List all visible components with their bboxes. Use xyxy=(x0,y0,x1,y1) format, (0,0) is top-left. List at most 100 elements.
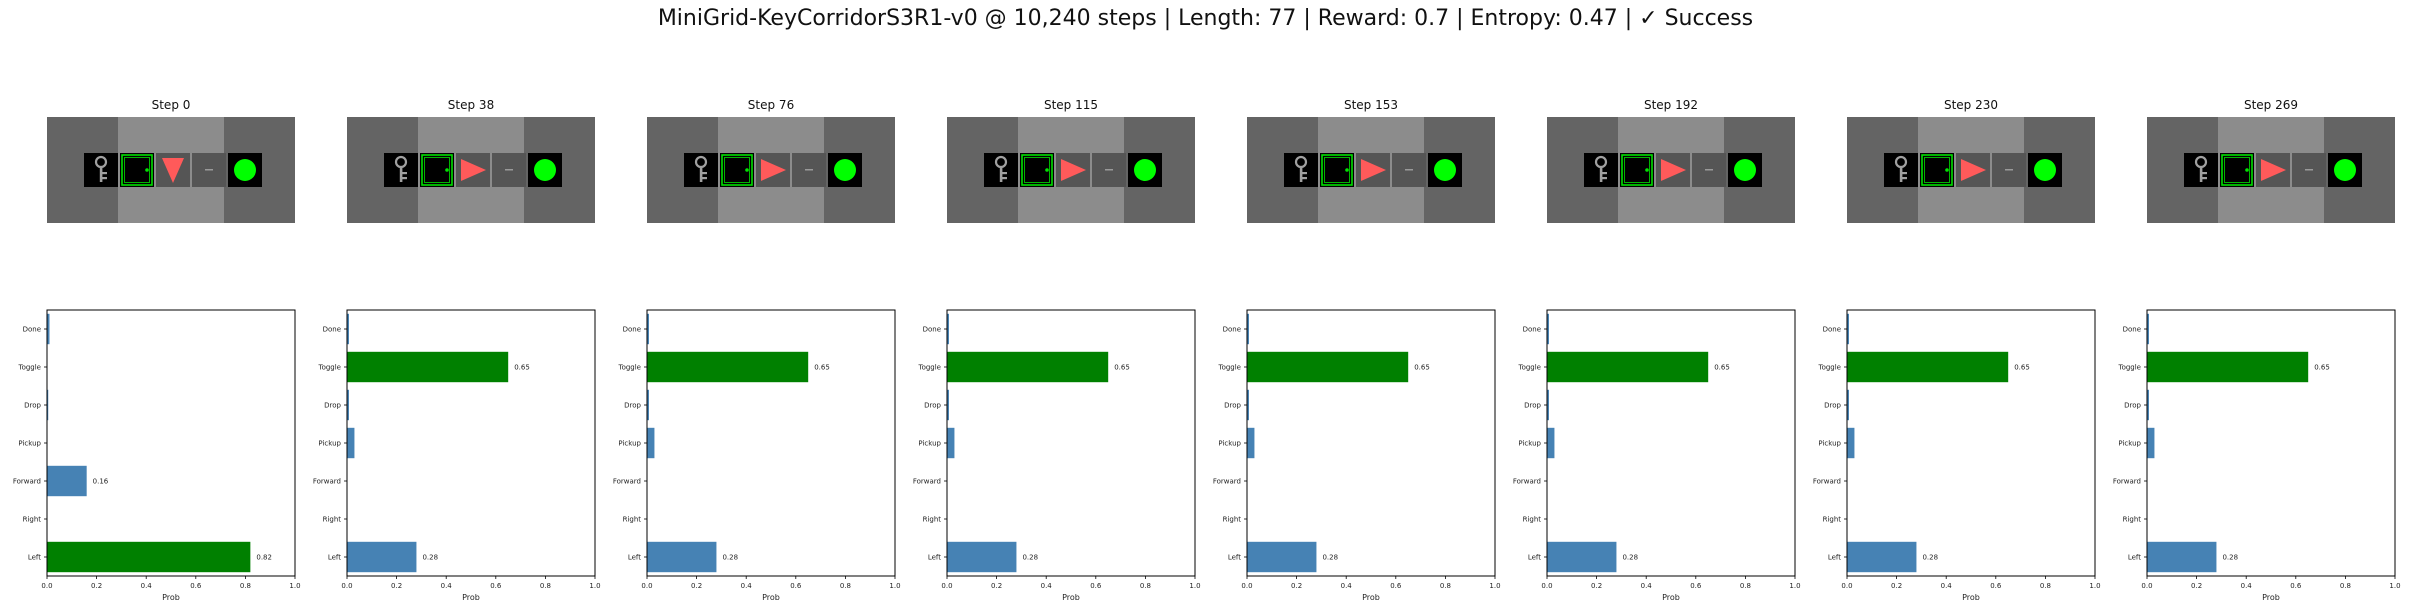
key-tooth xyxy=(402,172,407,175)
ball-circle xyxy=(1734,159,1756,181)
floor-mark xyxy=(505,169,513,171)
x-tick-label: 1.0 xyxy=(289,582,300,590)
axes-frame xyxy=(46,309,296,577)
bar-done xyxy=(1847,313,1849,345)
action-prob-chart: Left 0.28 Right Forward Pickup Drop Toggle 0.65… xyxy=(1513,309,1801,602)
key-tooth xyxy=(2202,172,2207,175)
axes-frame xyxy=(1246,309,1496,577)
y-tick-label: Toggle xyxy=(1817,364,1841,372)
step-title: Step 76 xyxy=(747,98,795,112)
key-shaft xyxy=(999,166,1003,182)
key-shaft xyxy=(1599,166,1603,182)
y-tick-label: Done xyxy=(623,326,641,334)
y-tick-label: Drop xyxy=(2124,402,2141,410)
x-tick-label: 0.0 xyxy=(341,582,352,590)
door-outline xyxy=(121,154,153,186)
x-tick-label: 0.4 xyxy=(1341,582,1353,590)
key-tooth xyxy=(102,172,107,175)
agent-triangle xyxy=(761,159,786,181)
door-outline xyxy=(1621,154,1653,186)
door-handle xyxy=(445,168,449,172)
bar-drop xyxy=(1247,389,1249,421)
y-tick-label: Left xyxy=(1228,554,1241,562)
floor-mark xyxy=(1705,169,1713,171)
door-inner xyxy=(1624,157,1650,183)
y-tick-label: Left xyxy=(928,554,941,562)
y-tick-label: Right xyxy=(1223,516,1242,524)
value-label: 0.28 xyxy=(1622,554,1638,562)
floor-mark xyxy=(2305,169,2313,171)
door-handle xyxy=(1945,168,1949,172)
axes-frame xyxy=(2146,309,2396,577)
ball-circle xyxy=(2034,159,2056,181)
x-axis-label: Prob xyxy=(1662,593,1680,602)
y-tick-label: Forward xyxy=(1513,478,1541,486)
y-tick-label: Pickup xyxy=(2118,440,2141,448)
action-prob-chart: Left 0.28 Right Forward Pickup Drop Toggle 0.65… xyxy=(613,309,901,602)
bar-drop xyxy=(347,389,349,421)
y-tick-label: Right xyxy=(1523,516,1542,524)
y-tick-label: Toggle xyxy=(317,364,341,372)
key-shaft xyxy=(99,166,103,182)
env-frame xyxy=(647,117,895,223)
figure-title: MiniGrid-KeyCorridorS3R1-v0 @ 10,240 ste… xyxy=(657,6,1754,31)
x-tick-label: 0.4 xyxy=(441,582,453,590)
env-frame xyxy=(47,117,295,223)
door-handle xyxy=(1345,168,1349,172)
bar-drop xyxy=(1547,389,1549,421)
ball-icon xyxy=(1728,153,1762,187)
bar-pickup xyxy=(1547,427,1555,459)
door-icon xyxy=(420,153,454,187)
door-handle xyxy=(145,168,149,172)
x-tick-label: 1.0 xyxy=(889,582,900,590)
value-label: 0.65 xyxy=(2314,364,2330,372)
empty-cell xyxy=(792,153,826,187)
y-tick-label: Right xyxy=(623,516,642,524)
x-tick-label: 0.2 xyxy=(691,582,702,590)
value-label: 0.28 xyxy=(722,554,738,562)
empty-cell xyxy=(1992,153,2026,187)
floor-mark xyxy=(2005,169,2013,171)
grid-cell xyxy=(1620,153,1654,187)
x-tick-label: 0.6 xyxy=(490,582,502,590)
y-tick-label: Pickup xyxy=(318,440,341,448)
key-icon xyxy=(1884,153,1918,187)
agent-icon xyxy=(1056,153,1090,187)
key-icon xyxy=(384,153,418,187)
step-title: Step 230 xyxy=(1943,98,1999,112)
bar-done xyxy=(1547,313,1549,345)
x-tick-label: 0.4 xyxy=(2241,582,2253,590)
x-tick-label: 0.0 xyxy=(2141,582,2152,590)
ball-icon xyxy=(2028,153,2062,187)
door-icon xyxy=(720,153,754,187)
bar-done xyxy=(947,313,949,345)
x-tick-label: 0.0 xyxy=(41,582,52,590)
y-tick-label: Toggle xyxy=(1517,364,1541,372)
empty-cell xyxy=(1092,153,1126,187)
agent-icon xyxy=(1956,153,1990,187)
value-label: 0.65 xyxy=(2014,364,2030,372)
key-icon xyxy=(1584,153,1618,187)
y-tick-label: Toggle xyxy=(17,364,41,372)
bar-drop xyxy=(47,389,49,421)
ball-circle xyxy=(1134,159,1156,181)
x-tick-label: 0.8 xyxy=(2340,582,2351,590)
value-label: 0.28 xyxy=(1922,554,1938,562)
grid-cell xyxy=(120,153,154,187)
action-prob-chart: Left 0.82 Right Forward 0.16 Pickup Drop Toggle… xyxy=(13,309,301,602)
value-label: 0.28 xyxy=(1022,554,1038,562)
key-shaft xyxy=(699,166,703,182)
x-axis-label: Prob xyxy=(1062,593,1080,602)
agent-triangle xyxy=(1361,159,1386,181)
empty-cell xyxy=(192,153,226,187)
bar-left xyxy=(647,541,717,573)
x-tick-label: 0.0 xyxy=(1241,582,1252,590)
bar-toggle xyxy=(947,351,1109,383)
bar-left xyxy=(47,541,251,573)
bar-left xyxy=(347,541,417,573)
door-icon xyxy=(1620,153,1654,187)
x-tick-label: 1.0 xyxy=(2089,582,2100,590)
value-label: 0.28 xyxy=(1322,554,1338,562)
x-tick-label: 0.0 xyxy=(641,582,652,590)
ball-circle xyxy=(534,159,556,181)
